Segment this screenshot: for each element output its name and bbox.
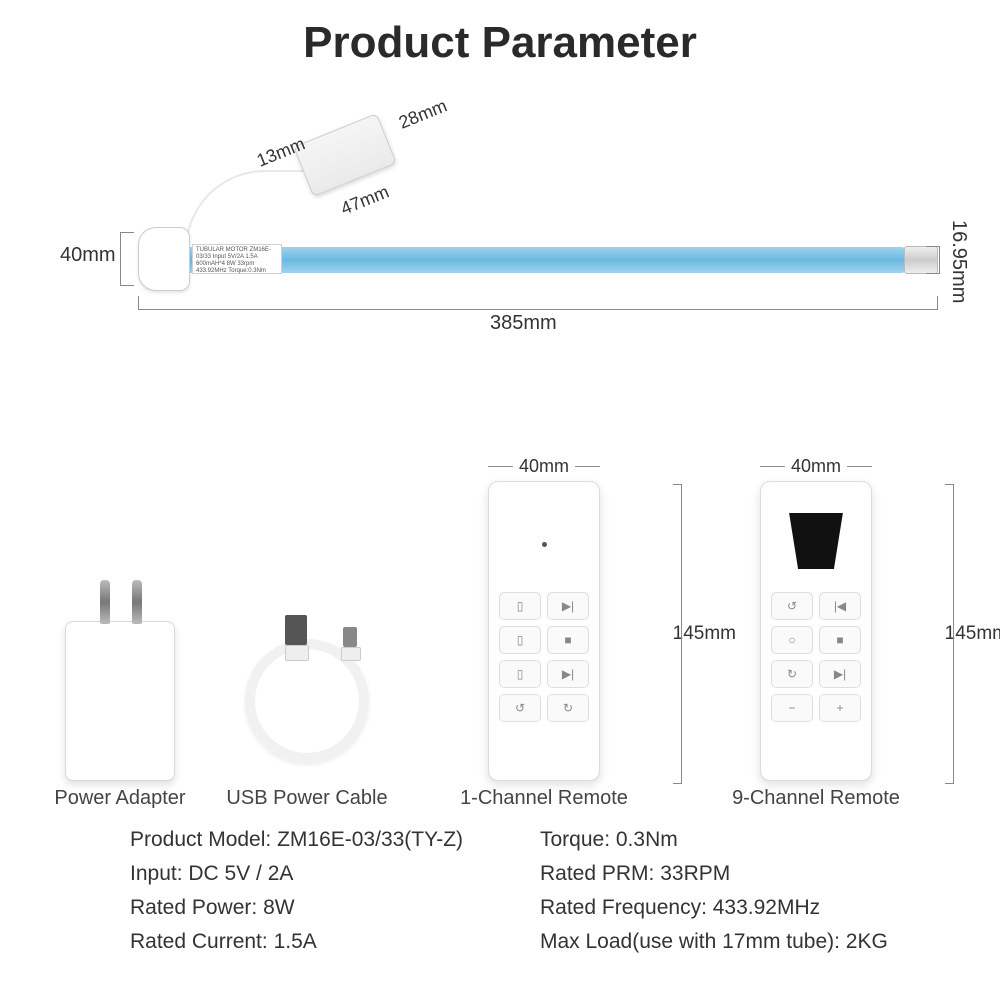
- spec-torque: Torque: 0.3Nm: [540, 828, 910, 852]
- page-title: Product Parameter: [0, 0, 1000, 68]
- end-diameter-label: 16.95mm: [947, 220, 970, 240]
- spec-load: Max Load(use with 17mm tube): 2KG: [540, 930, 910, 954]
- spec-rpm: Rated PRM: 33RPM: [540, 862, 910, 886]
- remote1-btn: ▯: [499, 592, 541, 620]
- remote9-btn: ○: [771, 626, 813, 654]
- motor-head-cap: [138, 227, 190, 291]
- motor-spec-sticker: TUBULAR MOTOR ZM16E-03/33 Input 5V/2A 1.…: [192, 244, 282, 274]
- motor-diagram: 28mm 47mm 13mm 40mm TUBULAR MOTOR ZM16E-…: [60, 100, 940, 330]
- remote1-btn: ↺: [499, 694, 541, 722]
- motor-tube-assembly: TUBULAR MOTOR ZM16E-03/33 Input 5V/2A 1.…: [138, 232, 938, 286]
- remote1-led-icon: [542, 542, 547, 547]
- spec-current: Rated Current: 1.5A: [130, 930, 500, 954]
- length-label: 385mm: [490, 312, 557, 335]
- remote-9ch-col: 40mm ↺ |◀ ○ ■ ↻ ▶| − + 145mm 9-Channel R…: [686, 456, 946, 810]
- remote9-btn: +: [819, 694, 861, 722]
- adapter-col: Power Adapter: [40, 577, 200, 810]
- length-bracket: [138, 296, 938, 310]
- module-width-dim: 47mm: [338, 181, 392, 219]
- motor-tube: [188, 247, 904, 273]
- remote9-buttons: ↺ |◀ ○ ■ ↻ ▶| − +: [771, 592, 861, 722]
- adapter-prong-left: [100, 580, 110, 624]
- usb-cable: [227, 621, 387, 781]
- remote1-btn: ▯: [499, 626, 541, 654]
- remote1-btn: ▶|: [547, 660, 589, 688]
- remote1-label: 1-Channel Remote: [460, 787, 628, 810]
- adapter-label: Power Adapter: [54, 787, 185, 810]
- spec-model: Product Model: ZM16E-03/33(TY-Z): [130, 828, 500, 852]
- spec-power: Rated Power: 8W: [130, 896, 500, 920]
- remote1-btn: ↻: [547, 694, 589, 722]
- module-height-dim: 28mm: [396, 95, 450, 133]
- end-diameter-bracket: [926, 246, 940, 274]
- remote-9ch: ↺ |◀ ○ ■ ↻ ▶| − +: [760, 481, 872, 781]
- spec-input: Input: DC 5V / 2A: [130, 862, 500, 886]
- usb-a-plug: [285, 615, 307, 645]
- remote1-btn: ▶|: [547, 592, 589, 620]
- remote9-btn: ■: [819, 626, 861, 654]
- spec-freq: Rated Frequency: 433.92MHz: [540, 896, 910, 920]
- remote1-btn: ▯: [499, 660, 541, 688]
- remote9-label: 9-Channel Remote: [732, 787, 900, 810]
- remote9-width-label: 40mm: [791, 456, 841, 477]
- remote-1ch-col: 40mm ▯ ▶| ▯ ■ ▯ ▶| ↺ ↻ 145mm 1-Channel R…: [414, 456, 674, 810]
- power-adapter: [65, 621, 175, 781]
- remote9-btn: |◀: [819, 592, 861, 620]
- remote1-width-dim: 40mm: [488, 456, 600, 477]
- remote9-height-dim: 145mm: [945, 484, 1000, 784]
- adapter-prong-right: [132, 580, 142, 624]
- remote-1ch: ▯ ▶| ▯ ■ ▯ ▶| ↺ ↻: [488, 481, 600, 781]
- cable-label: USB Power Cable: [226, 787, 387, 810]
- accessories-row: Power Adapter USB Power Cable 40mm ▯ ▶| …: [40, 380, 960, 810]
- remote9-btn: ↺: [771, 592, 813, 620]
- head-height-bracket: [120, 232, 134, 286]
- remote9-screen: [784, 513, 848, 569]
- remote9-btn: −: [771, 694, 813, 722]
- remote1-btn: ■: [547, 626, 589, 654]
- head-height-label: 40mm: [60, 244, 116, 267]
- remote9-width-dim: 40mm: [760, 456, 872, 477]
- remote9-btn: ▶|: [819, 660, 861, 688]
- remote1-buttons: ▯ ▶| ▯ ■ ▯ ▶| ↺ ↻: [499, 592, 589, 722]
- remote1-width-label: 40mm: [519, 456, 569, 477]
- usb-micro-plug: [343, 627, 357, 647]
- cable-col: USB Power Cable: [212, 621, 402, 810]
- remote9-btn: ↻: [771, 660, 813, 688]
- spec-list: Product Model: ZM16E-03/33(TY-Z) Torque:…: [130, 828, 910, 954]
